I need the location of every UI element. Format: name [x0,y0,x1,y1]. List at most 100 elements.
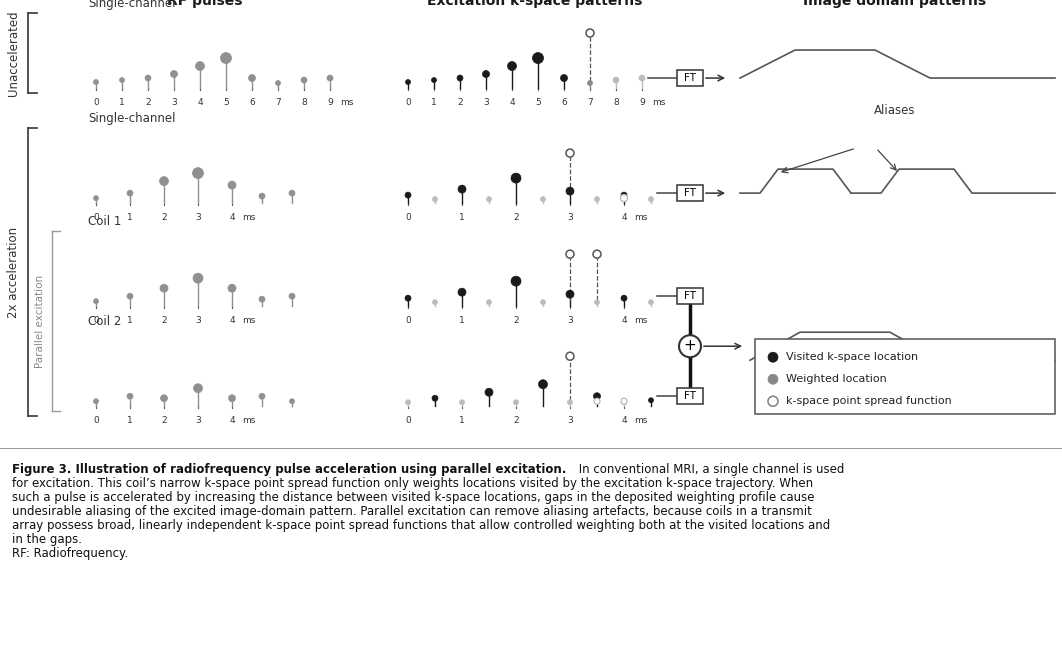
Circle shape [160,284,168,292]
Text: 8: 8 [302,98,307,107]
Circle shape [249,75,256,81]
Text: 9: 9 [327,98,332,107]
Text: 2: 2 [513,416,519,425]
Text: 6: 6 [561,98,567,107]
Circle shape [406,79,411,84]
Circle shape [432,395,438,401]
Text: 0: 0 [405,416,411,425]
Circle shape [566,352,573,360]
Circle shape [768,396,778,406]
Text: Aliases: Aliases [874,104,915,117]
Text: Image domain patterns: Image domain patterns [804,0,987,8]
Text: 0: 0 [93,416,99,425]
Text: ms: ms [652,98,666,107]
Circle shape [514,400,518,405]
Text: 3: 3 [483,98,489,107]
Text: ms: ms [634,316,648,325]
Circle shape [541,197,546,202]
Circle shape [567,400,572,405]
Text: 4: 4 [229,316,235,325]
Text: 0: 0 [93,316,99,325]
Text: 3: 3 [195,416,201,425]
Text: 1: 1 [459,316,465,325]
Circle shape [639,75,645,81]
Circle shape [587,81,593,86]
Circle shape [405,295,411,301]
Text: Visited k-space location: Visited k-space location [786,352,919,362]
Text: ms: ms [634,213,648,222]
Circle shape [594,398,600,404]
Text: 3: 3 [567,316,572,325]
Text: 4: 4 [621,316,627,325]
Circle shape [228,181,236,189]
Text: FT: FT [684,73,696,83]
Text: ms: ms [242,316,255,325]
Text: 7: 7 [275,98,280,107]
Text: 4: 4 [229,213,235,222]
Circle shape [511,173,521,183]
Text: undesirable aliasing of the excited image-domain pattern. Parallel excitation ca: undesirable aliasing of the excited imag… [12,505,811,518]
Text: 0: 0 [405,213,411,222]
Circle shape [259,296,266,303]
Circle shape [508,61,516,70]
Text: 6: 6 [250,98,255,107]
Text: 2x acceleration: 2x acceleration [7,226,20,318]
Text: 2: 2 [513,213,519,222]
Circle shape [649,300,653,304]
Circle shape [93,79,99,84]
Circle shape [649,398,653,402]
Text: Coil 2: Coil 2 [88,315,121,328]
Text: 4: 4 [621,416,627,425]
Circle shape [406,400,411,405]
Text: 2: 2 [513,316,519,325]
Text: such a pulse is accelerated by increasing the distance between visited k-space l: such a pulse is accelerated by increasin… [12,491,815,504]
Circle shape [432,300,438,304]
Circle shape [221,52,232,64]
Text: In conventional MRI, a single channel is used: In conventional MRI, a single channel is… [575,463,844,476]
Circle shape [289,293,295,299]
Text: array possess broad, linearly independent k-space point spread functions that al: array possess broad, linearly independen… [12,519,830,532]
Circle shape [566,187,573,195]
Circle shape [486,300,492,304]
Circle shape [621,398,627,404]
Text: 3: 3 [171,98,177,107]
Text: 5: 5 [535,98,541,107]
FancyBboxPatch shape [676,388,703,404]
Circle shape [768,374,778,384]
Circle shape [120,77,124,83]
FancyBboxPatch shape [676,185,703,201]
Circle shape [679,335,701,357]
Circle shape [145,75,151,81]
Circle shape [621,400,627,405]
Circle shape [301,77,307,83]
Circle shape [532,52,544,64]
Text: Weighted location: Weighted location [786,374,887,384]
Text: 4: 4 [198,98,203,107]
Circle shape [566,290,573,298]
Circle shape [561,75,567,81]
Text: 1: 1 [119,98,125,107]
Text: Single-channel: Single-channel [88,0,175,10]
Text: FT: FT [684,188,696,198]
Circle shape [127,190,133,196]
Circle shape [458,185,466,193]
Text: RF: Radiofrequency.: RF: Radiofrequency. [12,547,129,560]
Text: 4: 4 [229,416,235,425]
Text: 3: 3 [567,213,572,222]
Text: Figure 3. Illustration of radiofrequency pulse acceleration using parallel excit: Figure 3. Illustration of radiofrequency… [12,463,566,476]
Circle shape [593,250,601,258]
Circle shape [621,192,627,198]
Circle shape [460,400,464,405]
Text: 1: 1 [459,213,465,222]
Circle shape [195,61,205,70]
Circle shape [621,295,627,301]
Circle shape [259,393,266,399]
Text: for excitation. This coil’s narrow k-space point spread function only weights lo: for excitation. This coil’s narrow k-spa… [12,477,813,490]
Circle shape [620,195,628,202]
Circle shape [160,395,168,402]
Circle shape [595,197,600,202]
Text: 4: 4 [509,98,515,107]
Text: 2: 2 [161,213,167,222]
Text: Unaccelerated: Unaccelerated [7,10,20,96]
FancyBboxPatch shape [676,288,703,304]
